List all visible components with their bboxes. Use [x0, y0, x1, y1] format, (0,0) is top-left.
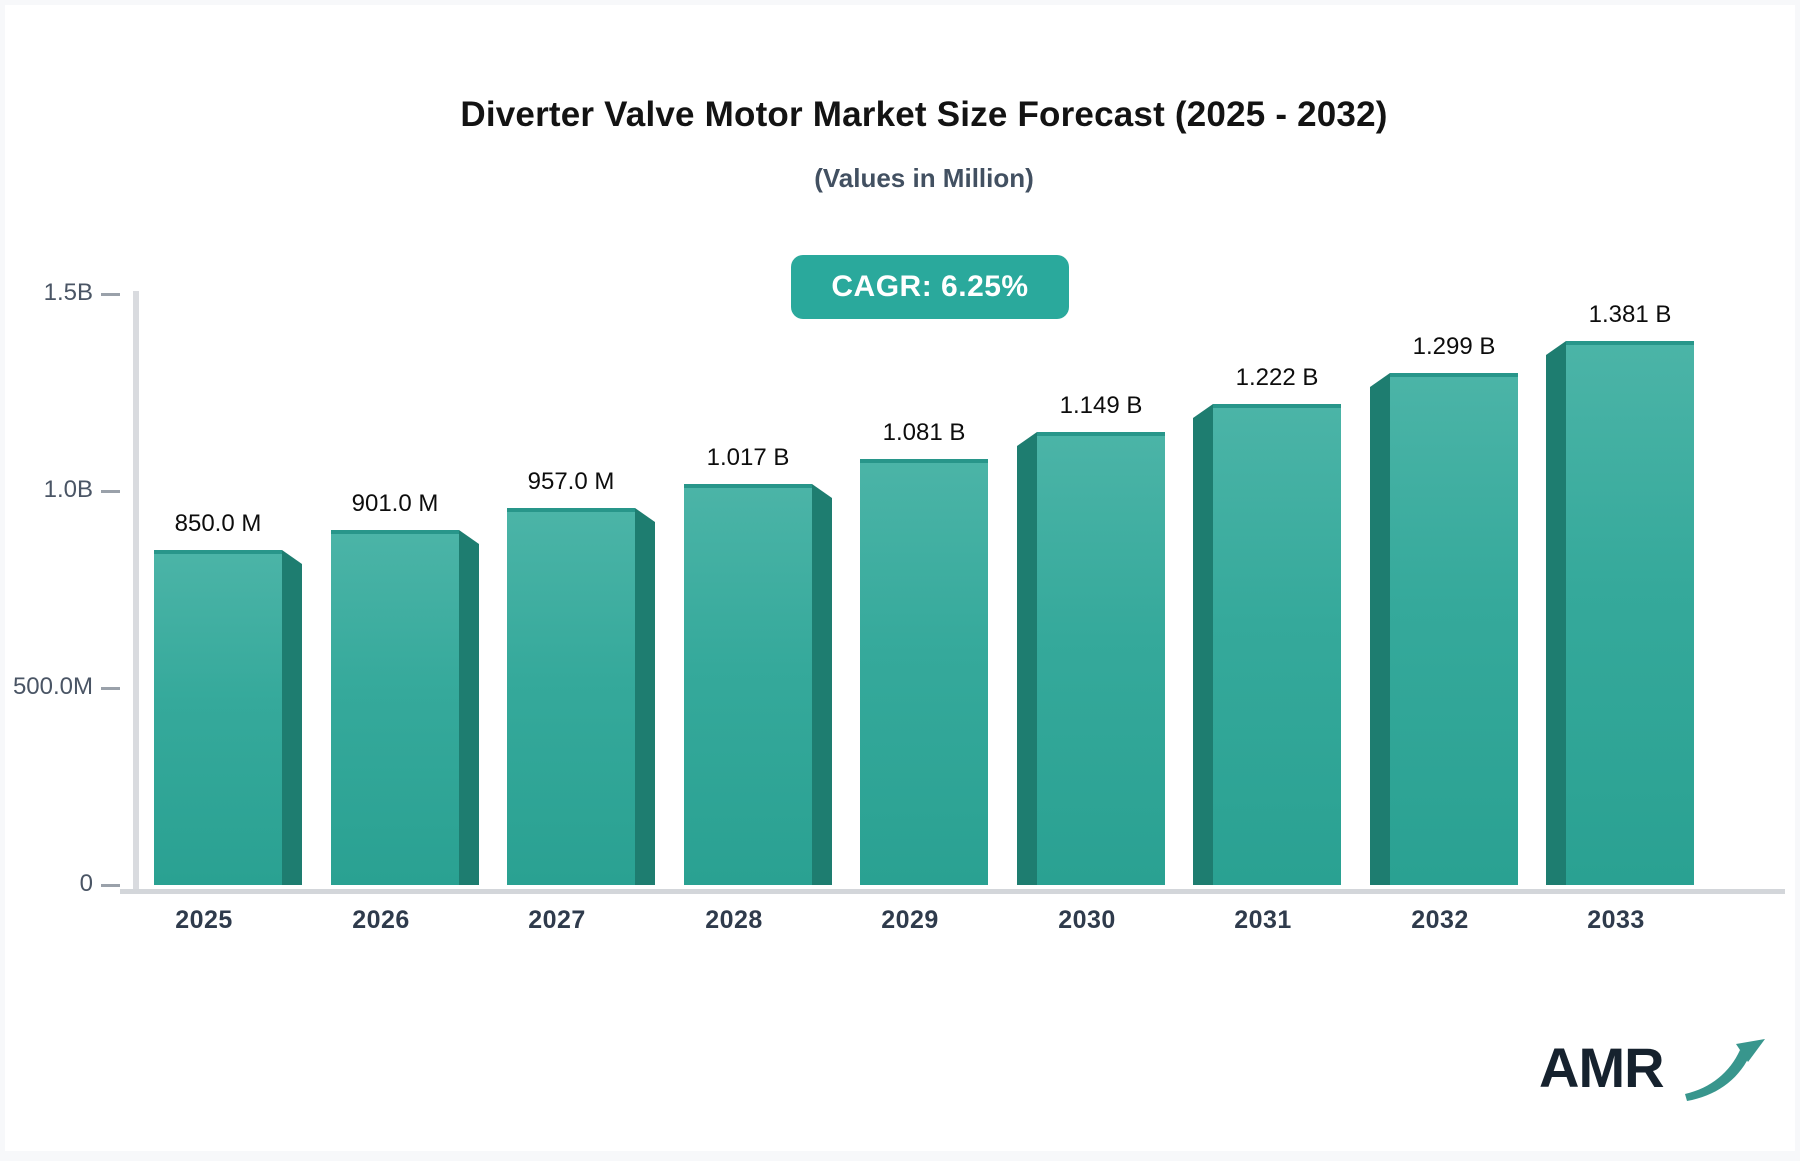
- y-tick-label: 1.0B: [43, 476, 93, 503]
- x-tick-label: 2027: [528, 906, 586, 934]
- bar-value-label: 957.0 M: [527, 468, 615, 495]
- bar-2026: [331, 530, 459, 885]
- bar-2028: [684, 484, 812, 885]
- bar-chart-plot: 1.5B 1.0B 500.0M 0 850.0 M 2025 901.0 M 2026 957…: [5, 5, 1800, 1161]
- bar-side-2033: [1546, 341, 1566, 885]
- chart-header: Diverter Valve Motor Market Size Forecas…: [29, 95, 1800, 194]
- y-axis-line: [133, 291, 139, 891]
- amr-logo-text: AMR: [1539, 1036, 1665, 1099]
- y-tick-dash: [101, 884, 120, 887]
- x-tick-label: 2031: [1234, 906, 1292, 934]
- bar-side-2030: [1017, 432, 1037, 885]
- bar-side-2027: [635, 508, 655, 885]
- chart-card: Diverter Valve Motor Market Size Forecas…: [5, 5, 1795, 1151]
- amr-logo: AMR: [1539, 1035, 1769, 1115]
- y-tick-label: 500.0M: [12, 673, 93, 700]
- x-tick-label: 2025: [175, 906, 233, 934]
- x-tick-label: 2028: [705, 906, 763, 934]
- bar-value-label: 1.017 B: [706, 444, 790, 471]
- x-tick-label: 2033: [1587, 906, 1645, 934]
- bar-value-label: 1.222 B: [1235, 364, 1319, 391]
- bar-2032: [1390, 373, 1518, 885]
- y-tick-dash: [101, 687, 120, 690]
- bar-side-2026: [459, 530, 479, 885]
- bar-2025: [154, 550, 282, 885]
- bar-value-label: 1.149 B: [1059, 392, 1143, 419]
- bar-side-2028: [812, 484, 832, 885]
- bar-2027: [507, 508, 635, 885]
- x-tick-label: 2032: [1411, 906, 1469, 934]
- bar-2033: [1566, 341, 1694, 885]
- y-tick-dash: [101, 293, 120, 296]
- y-tick-label: 0: [79, 870, 93, 897]
- bar-side-2025: [282, 550, 302, 885]
- bar-2029: [860, 459, 988, 885]
- bar-value-label: 901.0 M: [351, 490, 439, 517]
- chart-title: Diverter Valve Motor Market Size Forecas…: [460, 95, 1388, 134]
- bar-side-2032: [1370, 373, 1390, 885]
- chart-subtitle: (Values in Million): [814, 163, 1034, 193]
- bar-2031: [1213, 404, 1341, 885]
- bar-value-label: 850.0 M: [174, 510, 262, 537]
- bar-value-label: 1.081 B: [882, 419, 966, 446]
- x-tick-label: 2029: [881, 906, 939, 934]
- bar-value-label: 1.381 B: [1588, 301, 1672, 328]
- bar-value-label: 1.299 B: [1412, 333, 1496, 360]
- bar-2030: [1037, 432, 1165, 885]
- y-tick-dash: [101, 490, 120, 493]
- bar-side-2031: [1193, 404, 1213, 885]
- cagr-badge: CAGR: 6.25%: [791, 255, 1069, 319]
- x-axis-baseline: [120, 889, 1785, 894]
- y-tick-label: 1.5B: [43, 279, 93, 306]
- x-tick-label: 2026: [352, 906, 410, 934]
- x-tick-label: 2030: [1058, 906, 1116, 934]
- growth-arrow-icon: [1685, 1039, 1765, 1101]
